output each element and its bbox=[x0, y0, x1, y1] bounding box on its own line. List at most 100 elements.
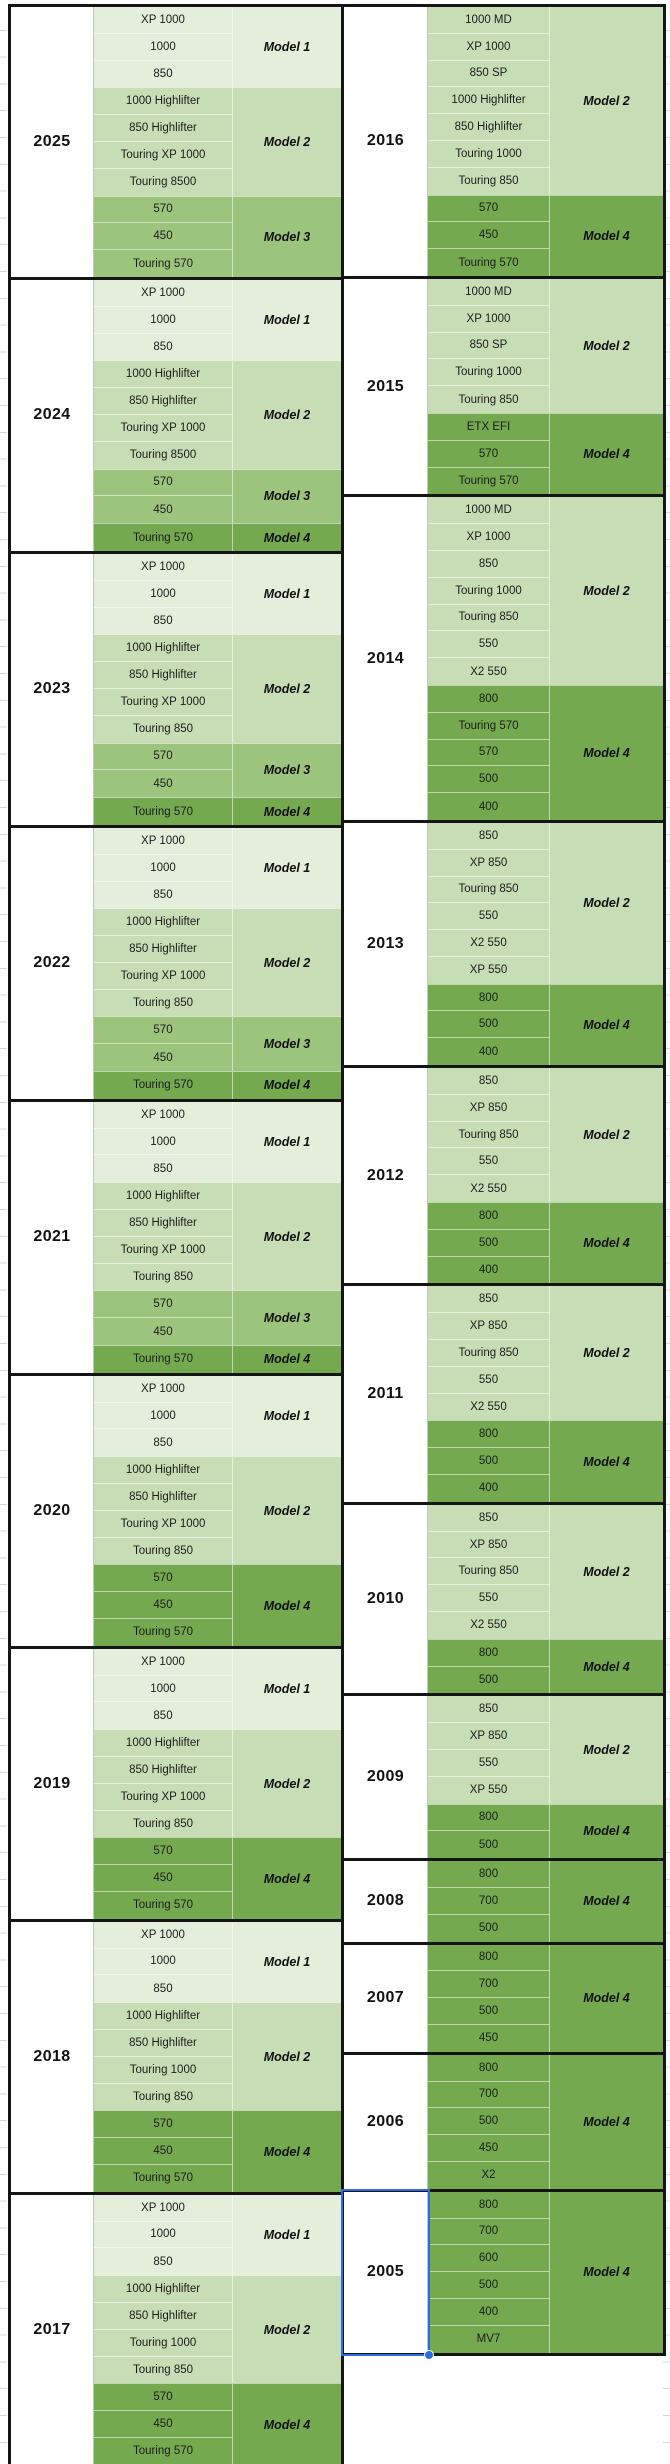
model-group-label[interactable]: Model 2 bbox=[549, 1696, 663, 1804]
model-group-label[interactable]: Model 2 bbox=[549, 822, 663, 984]
model-cell[interactable]: 450 bbox=[428, 2135, 549, 2162]
model-cell[interactable]: XP 550 bbox=[469, 964, 508, 977]
model-cell[interactable]: XP 1000 bbox=[94, 1102, 232, 1129]
model-cell[interactable]: Touring 850 bbox=[428, 1558, 549, 1586]
model-cell[interactable]: 850 bbox=[153, 1436, 173, 1449]
model-cell[interactable]: Touring 850 bbox=[132, 723, 194, 736]
model-cell[interactable]: 570 bbox=[94, 744, 232, 771]
model-cell[interactable]: 850 bbox=[153, 2255, 173, 2268]
model-cell[interactable]: 500 bbox=[478, 1838, 499, 1851]
model-group-label[interactable]: Model 4 bbox=[232, 524, 341, 551]
model-cell[interactable]: XP 1000 bbox=[94, 280, 232, 307]
model-cell[interactable]: Touring 1000 bbox=[428, 141, 549, 168]
model-cell[interactable]: 800 bbox=[428, 1805, 549, 1832]
model-cell[interactable]: 800 bbox=[428, 1203, 549, 1230]
model-cell[interactable]: 850 Highlifter bbox=[94, 2030, 232, 2057]
model-cell[interactable]: 850 Highlifter bbox=[94, 662, 232, 689]
model-cell[interactable]: 450 bbox=[153, 1051, 173, 1064]
model-group-label[interactable]: Model 2 bbox=[232, 361, 341, 469]
year-cell-2006[interactable]: 2006 bbox=[344, 2054, 428, 2189]
model-cell[interactable]: 850 Highlifter bbox=[94, 936, 232, 963]
model-cell[interactable]: 570 bbox=[94, 1017, 232, 1045]
model-cell[interactable]: 850 bbox=[428, 1505, 549, 1532]
model-cell[interactable]: 800 bbox=[428, 686, 549, 713]
model-cell[interactable]: MV7 bbox=[476, 2333, 501, 2346]
model-cell[interactable]: Touring 8500 bbox=[129, 449, 197, 462]
model-cell[interactable]: Touring 570 bbox=[132, 2445, 194, 2458]
model-cell[interactable]: 450 bbox=[94, 1592, 232, 1620]
model-cell[interactable]: Touring 570 bbox=[132, 1899, 194, 1912]
model-cell[interactable]: 850 SP bbox=[428, 333, 549, 360]
model-cell[interactable]: 400 bbox=[478, 1264, 499, 1277]
model-cell[interactable]: 570 bbox=[94, 2111, 232, 2139]
model-cell[interactable]: 800 bbox=[428, 1421, 549, 1449]
model-cell[interactable]: 500 bbox=[428, 1011, 549, 1039]
model-cell[interactable]: Touring 850 bbox=[428, 1340, 549, 1367]
year-cell-2013[interactable]: 2013 bbox=[344, 822, 428, 1066]
model-cell[interactable]: Touring 850 bbox=[458, 175, 519, 188]
year-cell-2012[interactable]: 2012 bbox=[344, 1068, 428, 1284]
model-cell[interactable]: 550 bbox=[428, 631, 549, 659]
model-cell[interactable]: Touring 570 bbox=[132, 805, 194, 818]
model-cell[interactable]: 1000 Highlifter bbox=[94, 1457, 232, 1485]
year-cell-2024[interactable]: 2024 bbox=[11, 279, 94, 551]
model-group-label[interactable]: Model 2 bbox=[549, 1504, 663, 1639]
model-cell[interactable]: 500 bbox=[428, 2272, 549, 2299]
model-cell[interactable]: 850 bbox=[153, 1982, 173, 1995]
model-group-label[interactable]: Model 4 bbox=[549, 1944, 663, 2052]
model-cell[interactable]: 850 bbox=[428, 551, 549, 578]
model-cell[interactable]: 550 bbox=[428, 1367, 549, 1394]
model-cell[interactable]: 500 bbox=[478, 1674, 499, 1686]
model-cell[interactable]: Touring 850 bbox=[132, 2090, 194, 2103]
model-cell[interactable]: 450 bbox=[94, 2138, 232, 2165]
model-cell[interactable]: Touring 1000 bbox=[94, 2330, 232, 2357]
model-cell[interactable]: 500 bbox=[478, 1922, 499, 1935]
model-group-label[interactable]: Model 4 bbox=[232, 1838, 341, 1919]
model-cell[interactable]: 450 bbox=[153, 1325, 173, 1338]
year-cell-2019[interactable]: 2019 bbox=[11, 1648, 94, 1919]
year-cell-2020[interactable]: 2020 bbox=[11, 1375, 94, 1646]
model-cell[interactable]: 1000 Highlifter bbox=[94, 361, 232, 389]
model-group-label[interactable]: Model 2 bbox=[232, 1457, 341, 1565]
model-cell[interactable]: 1000 MD bbox=[428, 497, 549, 525]
model-cell[interactable]: 850 bbox=[153, 67, 173, 80]
model-group-label[interactable]: Model 3 bbox=[232, 196, 341, 277]
model-cell[interactable]: Touring 1000 bbox=[428, 578, 549, 605]
model-cell[interactable]: 850 bbox=[153, 1709, 173, 1722]
model-cell[interactable]: 850 SP bbox=[428, 61, 549, 88]
model-cell[interactable]: Touring XP 1000 bbox=[94, 689, 232, 716]
model-cell[interactable]: 850 bbox=[153, 340, 173, 353]
model-cell[interactable]: 1000 MD bbox=[428, 7, 549, 34]
model-group-label[interactable]: Model 2 bbox=[549, 497, 663, 685]
model-group-label[interactable]: Model 4 bbox=[232, 1565, 341, 1646]
model-cell[interactable]: Touring 570 bbox=[132, 1353, 194, 1366]
model-cell[interactable]: Touring 850 bbox=[428, 1122, 549, 1149]
model-cell[interactable]: 450 bbox=[478, 2032, 499, 2045]
model-cell[interactable]: XP 850 bbox=[428, 1532, 549, 1559]
model-group-label[interactable]: Model 4 bbox=[549, 984, 663, 1066]
model-cell[interactable]: XP 1000 bbox=[428, 524, 549, 551]
model-cell[interactable]: 700 bbox=[428, 1888, 549, 1915]
model-group-label[interactable]: Model 1 bbox=[232, 2194, 341, 2276]
model-cell[interactable]: XP 850 bbox=[428, 1313, 549, 1341]
model-cell[interactable]: Touring 1000 bbox=[428, 359, 549, 387]
model-cell[interactable]: 570 bbox=[428, 441, 549, 468]
model-cell[interactable]: 800 bbox=[428, 1640, 549, 1667]
model-cell[interactable]: XP 1000 bbox=[428, 34, 549, 61]
model-cell[interactable]: 850 bbox=[153, 614, 173, 627]
model-group-label[interactable]: Model 1 bbox=[232, 7, 341, 88]
model-cell[interactable]: X2 550 bbox=[470, 1182, 507, 1195]
model-cell[interactable]: 850 bbox=[428, 1068, 549, 1095]
year-cell-2008[interactable]: 2008 bbox=[344, 1861, 428, 1942]
model-cell[interactable]: Touring 850 bbox=[132, 1545, 194, 1558]
year-cell-2021[interactable]: 2021 bbox=[11, 1101, 94, 1373]
model-cell[interactable]: 850 bbox=[153, 1162, 173, 1175]
model-cell[interactable]: X2 550 bbox=[470, 1401, 507, 1414]
model-cell[interactable]: 450 bbox=[428, 222, 549, 250]
model-group-label[interactable]: Model 3 bbox=[232, 1017, 341, 1072]
model-cell[interactable]: XP 550 bbox=[469, 1784, 508, 1797]
model-cell[interactable]: 1000 Highlifter bbox=[94, 2003, 232, 2030]
model-cell[interactable]: 570 bbox=[94, 470, 232, 497]
model-group-label[interactable]: Model 2 bbox=[232, 2003, 341, 2111]
model-cell[interactable]: 450 bbox=[94, 2411, 232, 2438]
